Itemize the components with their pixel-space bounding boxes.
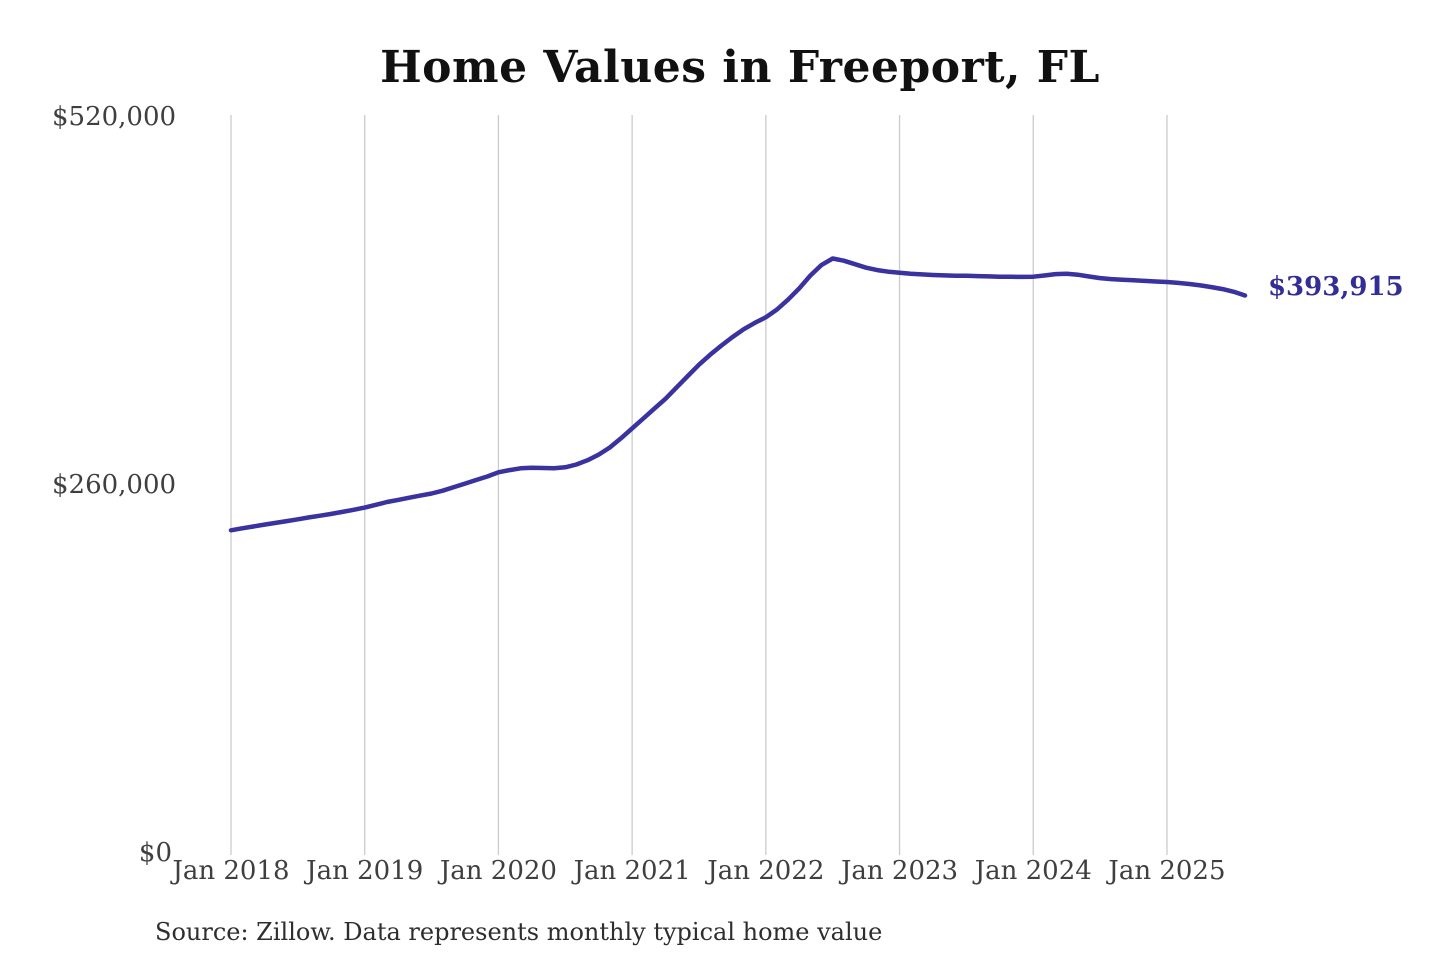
x-tick-label: Jan 2022 [707,856,825,886]
x-tick-label: Jan 2020 [439,856,557,886]
x-tick-label: Jan 2024 [974,856,1092,886]
source-note: Source: Zillow. Data represents monthly … [155,918,883,946]
x-tick-label: Jan 2023 [840,856,959,886]
x-tick-label: Jan 2018 [172,856,290,886]
x-tick-label: Jan 2025 [1108,856,1226,886]
final-value-label: $393,915 [1267,272,1404,303]
y-tick-label: $520,000 [52,102,177,132]
y-tick-label: $260,000 [52,470,177,500]
home-value-line [228,256,1248,533]
x-tick-label: Jan 2021 [573,856,691,886]
y-tick-label: $0 [138,838,172,868]
gridline-group [230,115,1168,855]
chart-title: Home Values in Freeport, FL [380,42,1100,93]
x-tick-label: Jan 2019 [306,856,424,886]
